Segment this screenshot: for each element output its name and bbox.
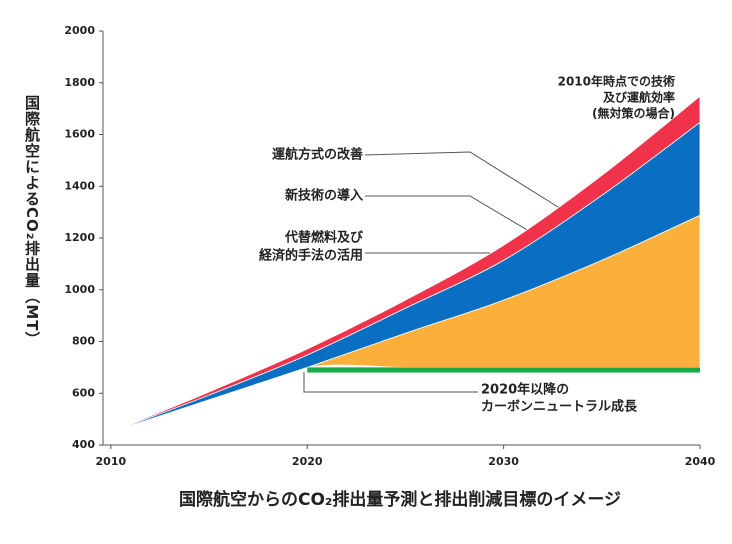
leader-line — [364, 151, 567, 213]
x-tick-label: 2010 — [96, 455, 127, 468]
y-tick-label: 1000 — [64, 283, 95, 296]
y-tick-label: 1400 — [64, 179, 95, 192]
y-axis-label: 国際航空によるCO₂排出量（MT） — [23, 95, 41, 348]
series-label: 経済的手法の活用 — [259, 248, 363, 264]
top-label: (無対策の場合) — [592, 106, 675, 121]
series-label: 新技術の導入 — [285, 188, 363, 204]
y-tick-label: 600 — [72, 386, 95, 399]
y-tick-label: 1200 — [64, 231, 95, 244]
y-tick-label: 1800 — [64, 76, 95, 89]
cng-label: カーボンニュートラル成長 — [481, 399, 638, 415]
series-label: 運航方式の改善 — [272, 147, 363, 163]
x-tick-label: 2020 — [292, 455, 323, 468]
leader-line — [303, 372, 478, 393]
area — [110, 95, 701, 433]
top-label: 及び運航効率 — [603, 90, 675, 105]
series-label: 代替燃料及び — [284, 230, 364, 246]
cng-label: 2020年以降の — [481, 382, 569, 398]
y-tick-label: 1600 — [64, 128, 95, 141]
y-tick-label: 2000 — [64, 24, 95, 37]
top-label: 2010年時点での技術 — [558, 74, 675, 89]
y-tick-label: 400 — [72, 438, 95, 451]
y-tick-label: 800 — [72, 335, 95, 348]
chart-title: 国際航空からのCO₂排出量予測と排出削減目標のイメージ — [179, 489, 621, 510]
cng-band — [307, 367, 700, 373]
x-tick-label: 2040 — [685, 455, 716, 468]
x-tick-label: 2030 — [488, 455, 519, 468]
